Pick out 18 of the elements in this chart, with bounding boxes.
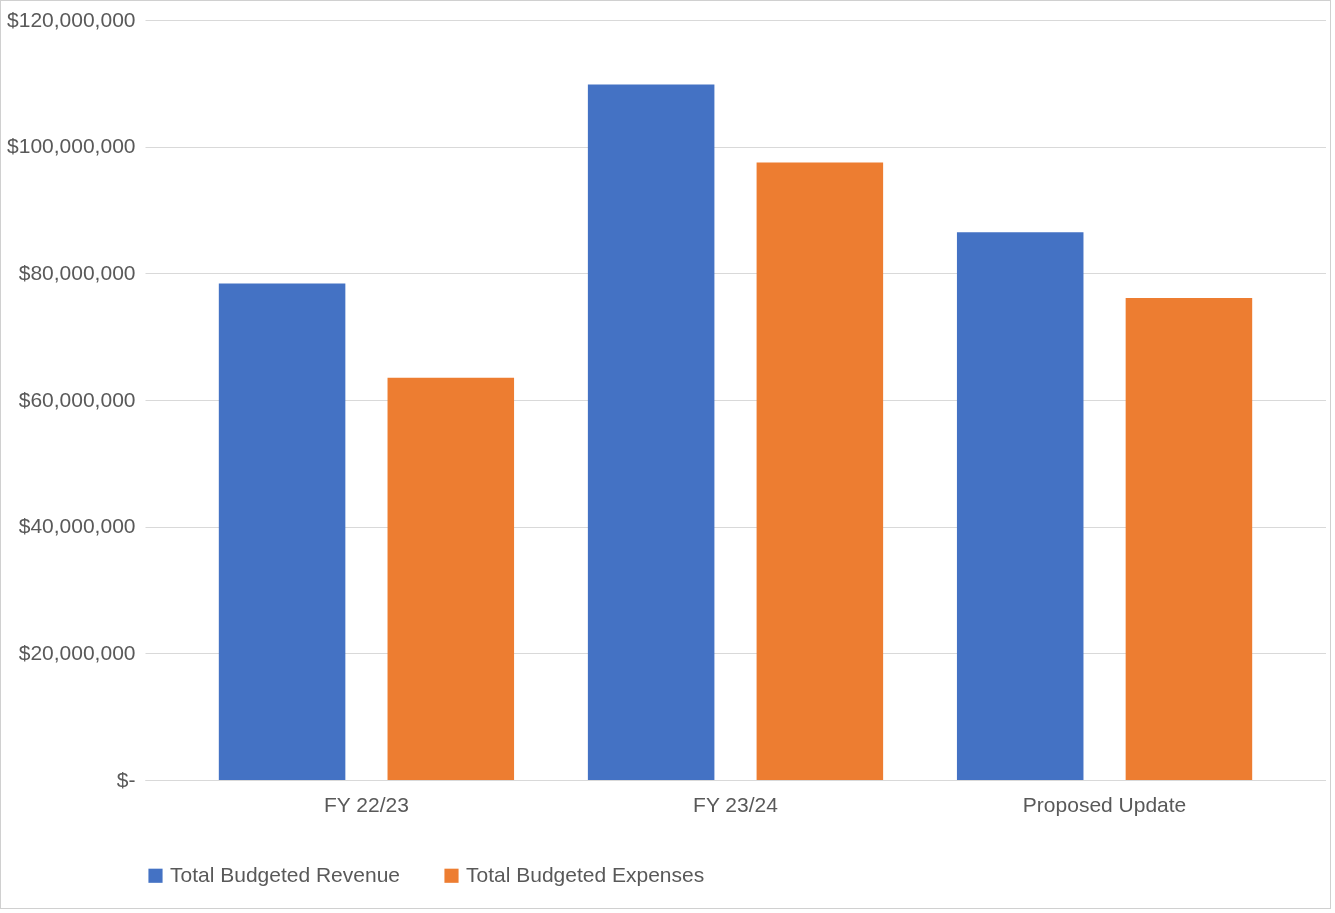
y-tick-label: $80,000,000 xyxy=(18,260,136,284)
legend-label: Total Budgeted Revenue xyxy=(170,862,401,886)
bar xyxy=(756,162,884,780)
y-tick-label: $- xyxy=(116,767,136,791)
y-tick-label: $40,000,000 xyxy=(18,514,136,538)
bar xyxy=(387,377,515,780)
bar xyxy=(1125,298,1253,780)
x-tick-label: FY 23/24 xyxy=(693,792,779,816)
y-tick-label: $100,000,000 xyxy=(7,134,136,158)
x-tick-label: FY 22/23 xyxy=(324,792,409,816)
legend-label: Total Budgeted Expenses xyxy=(466,862,705,886)
y-tick-label: $60,000,000 xyxy=(18,387,136,411)
x-tick-label: Proposed Update xyxy=(1022,792,1187,816)
bar xyxy=(587,84,715,780)
bar xyxy=(218,283,346,780)
y-tick-label: $20,000,000 xyxy=(18,640,136,664)
bar xyxy=(956,232,1084,780)
y-tick-label: $120,000,000 xyxy=(7,7,136,31)
